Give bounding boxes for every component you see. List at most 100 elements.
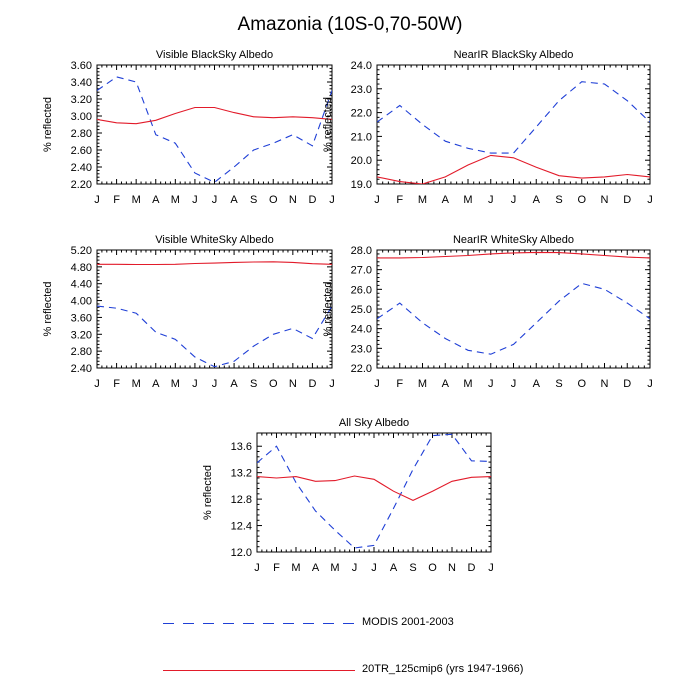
x-tick-label: M	[463, 378, 472, 390]
x-tick-label: N	[601, 194, 609, 206]
x-tick-label: S	[250, 378, 257, 390]
y-tick-label: 23.0	[351, 84, 372, 96]
y-tick-label: 2.80	[71, 346, 92, 358]
x-tick-label: D	[468, 562, 476, 574]
x-tick-label: A	[312, 562, 320, 574]
y-tick-label: 24.0	[351, 60, 372, 72]
series-line-modis	[97, 76, 332, 183]
y-tick-label: 12.0	[231, 547, 252, 559]
y-axis-label: % reflected	[42, 97, 54, 152]
y-tick-label: 25.0	[351, 304, 372, 316]
x-tick-label: S	[409, 562, 416, 574]
x-tick-label: J	[647, 194, 653, 206]
y-tick-label: 20.0	[351, 155, 372, 167]
x-tick-label: M	[132, 194, 141, 206]
x-tick-label: A	[230, 378, 238, 390]
plot-frame	[96, 249, 333, 369]
x-tick-label: S	[555, 378, 562, 390]
series-line-model	[97, 106, 332, 125]
y-tick-label: 2.40	[71, 363, 92, 375]
x-tick-label: J	[212, 378, 218, 390]
x-tick-label: F	[113, 194, 120, 206]
x-tick-label: F	[273, 562, 280, 574]
x-tick-label: J	[192, 194, 198, 206]
x-tick-label: S	[250, 194, 257, 206]
x-tick-label: J	[488, 194, 494, 206]
series-line-modis	[257, 433, 491, 549]
x-tick-label: O	[577, 194, 586, 206]
x-tick-label: A	[152, 194, 160, 206]
x-tick-label: D	[623, 378, 631, 390]
y-tick-label: 28.0	[351, 245, 372, 257]
y-axis-label: % reflected	[202, 465, 214, 520]
y-axis-label: % reflected	[322, 97, 334, 152]
x-tick-label: J	[94, 378, 100, 390]
y-tick-label: 2.20	[71, 179, 92, 191]
x-tick-label: M	[291, 562, 300, 574]
series-line-model	[257, 475, 491, 502]
y-tick-label: 5.20	[71, 245, 92, 257]
y-tick-label: 3.00	[71, 111, 92, 123]
panel-3: NearIR WhiteSky Albedo % reflected J F M A M J J…	[322, 234, 653, 390]
x-tick-label: D	[308, 194, 316, 206]
x-tick-label: F	[396, 194, 403, 206]
x-tick-label: J	[488, 378, 494, 390]
x-tick-label: A	[533, 378, 541, 390]
x-tick-label: J	[329, 194, 335, 206]
x-tick-label: J	[371, 562, 377, 574]
y-tick-label: 4.80	[71, 262, 92, 274]
series-line-modis	[377, 81, 650, 154]
x-tick-label: D	[308, 378, 316, 390]
y-tick-label: 3.60	[71, 60, 92, 72]
y-tick-label: 12.8	[231, 494, 252, 506]
x-tick-label: N	[448, 562, 456, 574]
x-tick-label: A	[152, 378, 160, 390]
x-tick-label: A	[442, 194, 450, 206]
x-tick-label: J	[212, 194, 218, 206]
plot-frame	[376, 249, 651, 369]
x-tick-label: S	[555, 194, 562, 206]
x-tick-label: M	[418, 194, 427, 206]
panel-title: All Sky Albedo	[339, 417, 409, 429]
panel-title: NearIR BlackSky Albedo	[454, 49, 574, 61]
x-tick-label: J	[511, 378, 517, 390]
panel-title: NearIR WhiteSky Albedo	[453, 234, 574, 246]
panel-1: NearIR BlackSky Albedo % reflected J F M A M J J…	[322, 49, 653, 206]
x-tick-label: O	[269, 194, 278, 206]
y-tick-label: 4.00	[71, 296, 92, 308]
x-tick-label: O	[577, 378, 586, 390]
x-tick-label: J	[254, 562, 260, 574]
y-tick-label: 23.0	[351, 343, 372, 355]
x-tick-label: N	[289, 194, 297, 206]
y-tick-label: 26.0	[351, 284, 372, 296]
y-tick-label: 2.40	[71, 162, 92, 174]
series-line-model	[97, 261, 332, 266]
x-tick-label: A	[230, 194, 238, 206]
y-tick-label: 13.6	[231, 441, 252, 453]
x-tick-label: J	[192, 378, 198, 390]
plot-frame	[256, 432, 492, 553]
x-tick-label: N	[289, 378, 297, 390]
x-tick-label: A	[442, 378, 450, 390]
y-axis-label: % reflected	[42, 281, 54, 336]
series-line-modis	[377, 282, 650, 355]
y-tick-label: 13.2	[231, 468, 252, 480]
y-tick-label: 24.0	[351, 324, 372, 336]
panel-title: Visible BlackSky Albedo	[156, 49, 273, 61]
x-tick-label: M	[418, 378, 427, 390]
series-line-modis	[97, 305, 332, 368]
x-tick-label: A	[390, 562, 398, 574]
x-tick-label: J	[374, 378, 380, 390]
figure-title: Amazonia (10S-0,70-50W)	[237, 14, 463, 35]
x-tick-label: J	[488, 562, 494, 574]
x-tick-label: M	[463, 194, 472, 206]
y-tick-label: 12.4	[231, 521, 252, 533]
y-tick-label: 19.0	[351, 179, 372, 191]
x-tick-label: J	[511, 194, 517, 206]
y-tick-label: 3.20	[71, 94, 92, 106]
x-tick-label: A	[533, 194, 541, 206]
